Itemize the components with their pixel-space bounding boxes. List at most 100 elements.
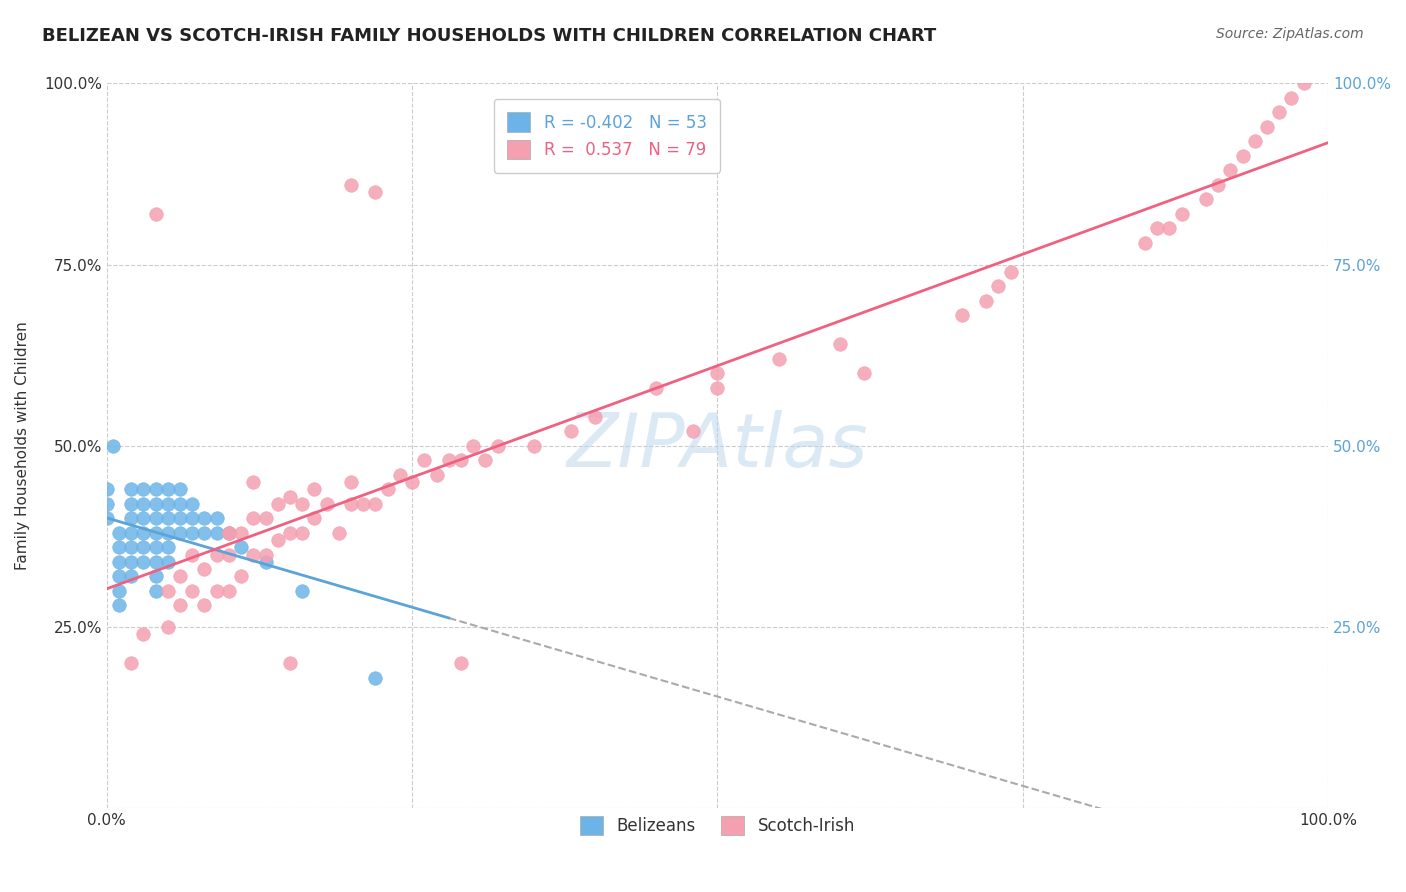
Point xyxy=(96,497,118,511)
Point xyxy=(1206,178,1229,192)
Point xyxy=(132,541,155,555)
Point xyxy=(974,293,997,308)
Point xyxy=(1292,77,1315,91)
Point xyxy=(706,367,728,381)
Point xyxy=(364,185,387,199)
Point xyxy=(254,511,277,525)
Y-axis label: Family Households with Children: Family Households with Children xyxy=(15,322,30,570)
Point xyxy=(364,497,387,511)
Point xyxy=(340,178,363,192)
Point xyxy=(229,569,252,583)
Point xyxy=(218,525,240,540)
Point xyxy=(352,497,374,511)
Point xyxy=(242,548,264,562)
Point xyxy=(340,497,363,511)
Point xyxy=(218,525,240,540)
Point xyxy=(145,541,167,555)
Point xyxy=(145,569,167,583)
Point xyxy=(218,548,240,562)
Point xyxy=(156,541,179,555)
Point xyxy=(413,453,436,467)
Point xyxy=(364,671,387,685)
Point xyxy=(145,583,167,598)
Point xyxy=(193,599,215,613)
Point xyxy=(181,511,204,525)
Point xyxy=(340,475,363,490)
Point xyxy=(1146,221,1168,235)
Point xyxy=(1232,149,1254,163)
Point xyxy=(108,541,131,555)
Point xyxy=(218,583,240,598)
Point xyxy=(328,525,350,540)
Point xyxy=(242,511,264,525)
Point xyxy=(1170,207,1192,221)
Point xyxy=(437,453,460,467)
Point xyxy=(278,657,301,671)
Point xyxy=(108,599,131,613)
Legend: Belizeans, Scotch-Irish: Belizeans, Scotch-Irish xyxy=(572,807,863,844)
Point xyxy=(120,511,142,525)
Point xyxy=(169,569,191,583)
Point xyxy=(583,409,606,424)
Point xyxy=(145,483,167,497)
Point xyxy=(1268,105,1291,120)
Point xyxy=(645,381,668,395)
Point xyxy=(181,525,204,540)
Point xyxy=(291,583,314,598)
Point xyxy=(1000,265,1022,279)
Point xyxy=(254,555,277,569)
Text: BELIZEAN VS SCOTCH-IRISH FAMILY HOUSEHOLDS WITH CHILDREN CORRELATION CHART: BELIZEAN VS SCOTCH-IRISH FAMILY HOUSEHOL… xyxy=(42,27,936,45)
Point xyxy=(560,425,582,439)
Point xyxy=(425,467,447,482)
Point xyxy=(156,511,179,525)
Point xyxy=(304,483,326,497)
Text: ZIPAtlas: ZIPAtlas xyxy=(567,410,869,482)
Point xyxy=(181,583,204,598)
Point xyxy=(291,497,314,511)
Point xyxy=(278,525,301,540)
Point xyxy=(254,548,277,562)
Point xyxy=(388,467,411,482)
Point xyxy=(181,548,204,562)
Point xyxy=(120,525,142,540)
Point xyxy=(120,657,142,671)
Point xyxy=(145,511,167,525)
Point xyxy=(132,483,155,497)
Point xyxy=(156,555,179,569)
Point xyxy=(242,475,264,490)
Point xyxy=(523,439,546,453)
Point xyxy=(169,599,191,613)
Point xyxy=(377,483,399,497)
Point xyxy=(96,511,118,525)
Point xyxy=(1281,91,1303,105)
Point xyxy=(120,569,142,583)
Point xyxy=(120,541,142,555)
Point xyxy=(205,525,228,540)
Point xyxy=(450,453,472,467)
Point xyxy=(156,497,179,511)
Point xyxy=(132,555,155,569)
Point xyxy=(169,483,191,497)
Point xyxy=(169,497,191,511)
Point xyxy=(169,525,191,540)
Point xyxy=(1244,135,1267,149)
Point xyxy=(682,425,704,439)
Point xyxy=(145,525,167,540)
Point xyxy=(278,490,301,504)
Point xyxy=(193,525,215,540)
Point xyxy=(486,439,509,453)
Point xyxy=(267,533,290,548)
Point xyxy=(987,279,1010,293)
Point xyxy=(156,483,179,497)
Point xyxy=(120,483,142,497)
Point xyxy=(950,309,973,323)
Point xyxy=(1195,193,1218,207)
Point xyxy=(768,351,790,366)
Point xyxy=(181,497,204,511)
Point xyxy=(156,525,179,540)
Point xyxy=(1219,163,1241,178)
Point xyxy=(156,620,179,634)
Point xyxy=(108,555,131,569)
Point xyxy=(132,511,155,525)
Point xyxy=(132,525,155,540)
